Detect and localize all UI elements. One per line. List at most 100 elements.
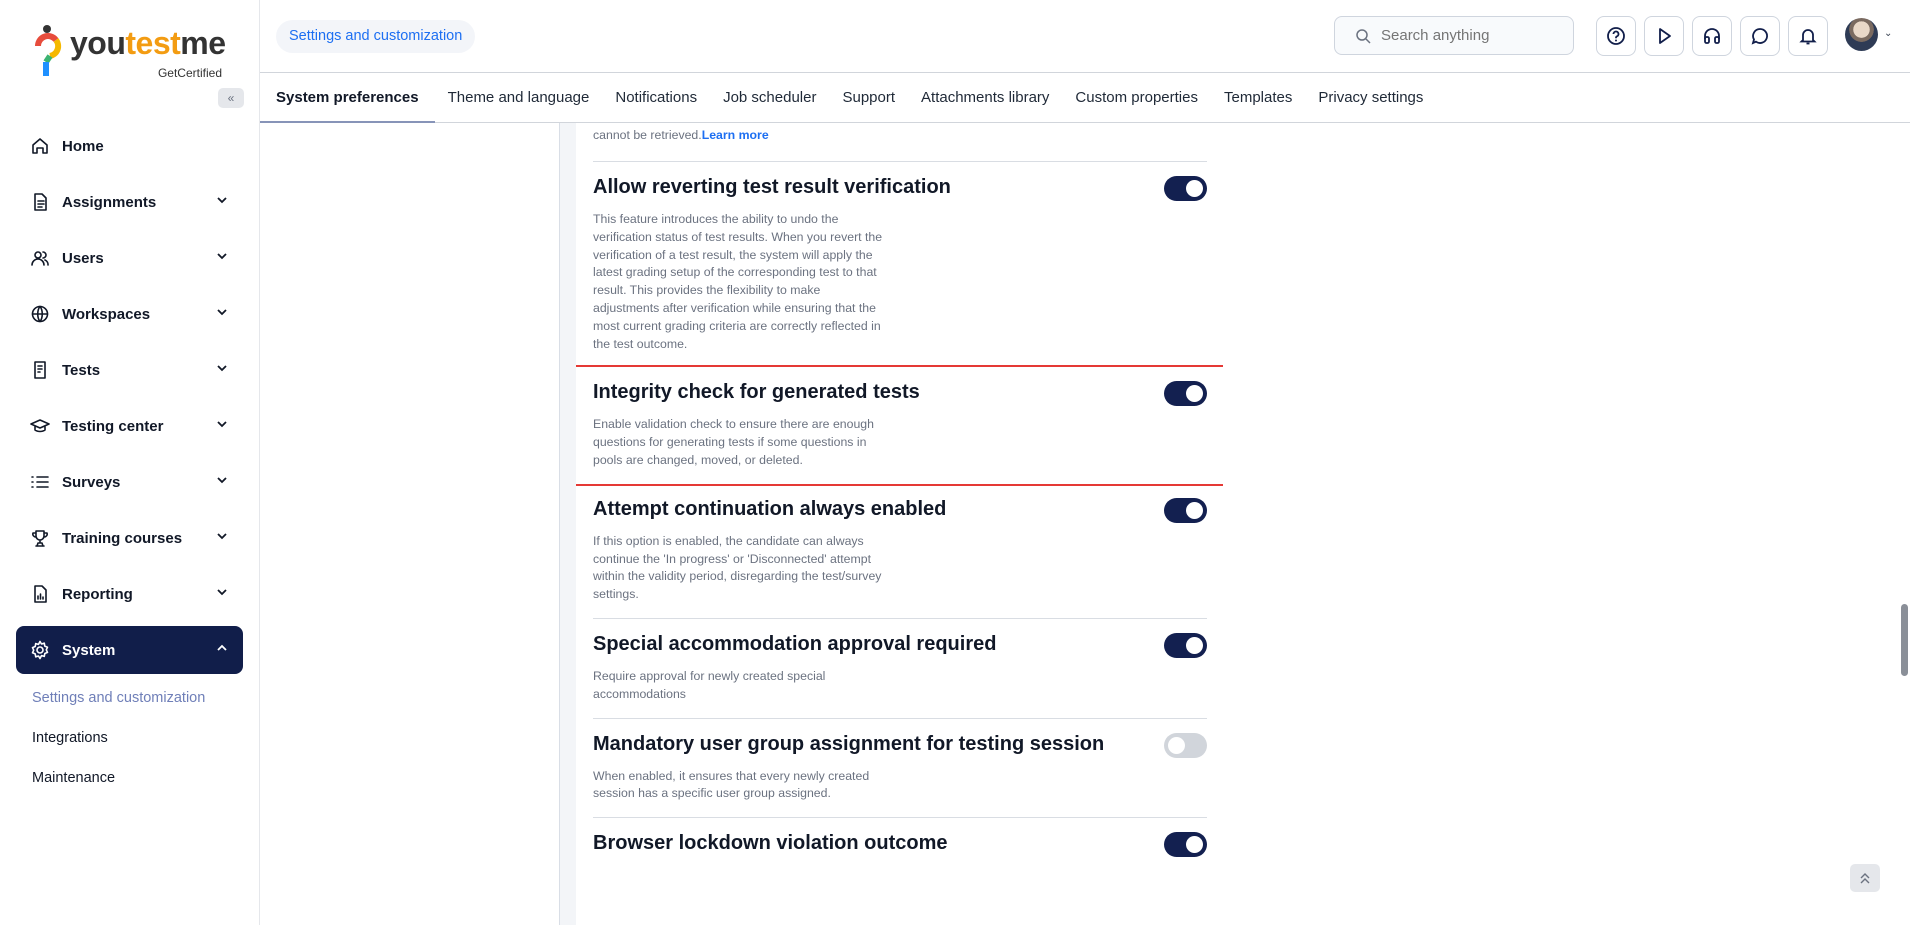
sidebar-item-workspaces[interactable]: Workspaces <box>16 286 243 342</box>
tab-attachments-library[interactable]: Attachments library <box>921 89 1050 106</box>
setting-title: Browser lockdown violation outcome <box>593 832 948 855</box>
divider <box>593 717 1207 719</box>
help-button[interactable] <box>1596 16 1636 56</box>
tab-support[interactable]: Support <box>842 89 896 106</box>
scrollbar[interactable] <box>1901 604 1908 676</box>
search-input[interactable] <box>1381 27 1561 44</box>
logo-part: test <box>125 25 181 61</box>
search-box[interactable] <box>1334 16 1574 55</box>
sidebar-item-label: Users <box>62 249 104 267</box>
setting-special-accommodation-approval-required: Special accommodation approval required … <box>576 619 1223 718</box>
document-icon <box>30 192 50 212</box>
setting-title: Mandatory user group assignment for test… <box>593 732 1105 755</box>
trophy-icon <box>30 528 50 548</box>
sidebar-nav: Home Assignments Users Workspaces Tests Testi… <box>16 118 243 798</box>
scroll-to-top-button[interactable] <box>1850 864 1880 892</box>
tab-system-preferences[interactable]: System preferences <box>260 73 435 123</box>
setting-description: Enable validation check to ensure there … <box>593 417 874 467</box>
graduation-cap-icon <box>30 416 50 436</box>
setting-toggle[interactable] <box>1164 632 1207 658</box>
setting-browser-lockdown-violation-outcome: Browser lockdown violation outcome <box>576 818 1223 858</box>
users-icon <box>30 248 50 268</box>
gear-icon <box>30 640 50 660</box>
setting-description: When enabled, it ensures that every newl… <box>593 768 870 801</box>
chevron-up-icon <box>215 641 229 659</box>
sidebar-item-reporting[interactable]: Reporting <box>16 566 243 622</box>
sidebar-item-users[interactable]: Users <box>16 230 243 286</box>
collapse-sidebar-button[interactable]: « <box>218 88 244 108</box>
sidebar-subitem-settings-and-customization[interactable]: Settings and customization <box>32 690 206 706</box>
notifications-button[interactable] <box>1788 16 1828 56</box>
divider <box>593 817 1207 819</box>
setting-title: Special accommodation approval required <box>593 632 997 655</box>
help-icon <box>1607 27 1625 45</box>
globe-icon <box>30 304 50 324</box>
logo-part: me <box>180 25 226 61</box>
setting-toggle[interactable] <box>1164 832 1207 858</box>
report-icon <box>30 584 50 604</box>
support-button[interactable] <box>1692 16 1732 56</box>
sidebar-item-label: Surveys <box>62 473 121 491</box>
setting-description: Require approval for newly created speci… <box>593 668 826 701</box>
logo-mark-icon <box>35 25 62 76</box>
setting-toggle[interactable] <box>1164 497 1207 523</box>
chevron-down-icon <box>215 585 229 603</box>
settings-panel: cannot be retrieved.Learn more Allow rev… <box>559 123 1223 925</box>
sidebar-item-tests[interactable]: Tests <box>16 342 243 398</box>
settings-card: cannot be retrieved.Learn more Allow rev… <box>576 123 1223 925</box>
play-button[interactable] <box>1644 16 1684 56</box>
tab-privacy-settings[interactable]: Privacy settings <box>1318 89 1424 106</box>
setting-title: Allow reverting test result verification <box>593 176 951 198</box>
logo[interactable]: youtestme GetCertified <box>34 24 234 84</box>
sidebar: youtestme GetCertified « Home Assignments… <box>0 0 260 925</box>
avatar[interactable] <box>1845 18 1878 51</box>
tab-theme-and-language[interactable]: Theme and language <box>447 89 590 106</box>
test-icon <box>30 360 50 380</box>
divider <box>593 617 1207 619</box>
tab-job-scheduler[interactable]: Job scheduler <box>723 89 817 106</box>
chevron-down-icon <box>215 417 229 435</box>
setting-description: If this option is enabled, the candidate… <box>593 533 882 602</box>
setting-title: Integrity check for generated tests <box>593 381 920 404</box>
setting-title: Attempt continuation always enabled <box>593 497 947 520</box>
list-icon <box>30 472 50 492</box>
sidebar-item-label: Workspaces <box>62 305 151 323</box>
headset-icon <box>1704 28 1720 44</box>
setting-toggle[interactable] <box>1164 381 1207 407</box>
chevron-down-icon <box>215 473 229 491</box>
sidebar-item-label: Assignments <box>62 193 157 211</box>
play-icon <box>1659 28 1671 44</box>
learn-more-link[interactable]: Learn more <box>701 128 769 142</box>
description-text: cannot be retrieved. <box>593 128 702 142</box>
logo-part: you <box>70 25 126 61</box>
setting-integrity-check-for-generated-tests: Integrity check for generated tests Enab… <box>576 365 1223 486</box>
sidebar-subitem-maintenance[interactable]: Maintenance <box>32 770 116 786</box>
home-icon <box>30 136 50 156</box>
chat-button[interactable] <box>1740 16 1780 56</box>
sidebar-item-home[interactable]: Home <box>16 118 243 174</box>
tab-notifications[interactable]: Notifications <box>615 89 698 106</box>
breadcrumb[interactable]: Settings and customization <box>276 20 476 53</box>
sidebar-item-label: Reporting <box>62 585 133 603</box>
previous-setting-description: cannot be retrieved.Learn more <box>576 123 1223 161</box>
sidebar-subitem-integrations[interactable]: Integrations <box>32 730 108 746</box>
setting-toggle[interactable] <box>1164 176 1207 201</box>
chevron-down-icon <box>215 361 229 379</box>
sidebar-item-training-courses[interactable]: Training courses <box>16 510 243 566</box>
tab-templates[interactable]: Templates <box>1223 89 1293 106</box>
chat-icon <box>1751 28 1768 45</box>
tab-custom-properties[interactable]: Custom properties <box>1075 89 1198 106</box>
chevron-down-icon <box>215 193 229 211</box>
sidebar-item-label: Training courses <box>62 529 183 547</box>
sidebar-item-assignments[interactable]: Assignments <box>16 174 243 230</box>
setting-mandatory-user-group-assignment-for-testing-session: Mandatory user group assignment for test… <box>576 719 1223 818</box>
chevron-down-icon[interactable]: ⌄ <box>1884 28 1893 39</box>
sidebar-item-system[interactable]: System <box>16 626 243 674</box>
logo-tagline: GetCertified <box>157 66 222 80</box>
sidebar-item-label: System <box>62 641 116 659</box>
sidebar-item-surveys[interactable]: Surveys <box>16 454 243 510</box>
header: Settings and customization ⌄ <box>260 0 1910 73</box>
sidebar-item-testing-center[interactable]: Testing center <box>16 398 243 454</box>
setting-attempt-continuation-always-enabled: Attempt continuation always enabled If t… <box>576 484 1223 618</box>
setting-toggle[interactable] <box>1164 732 1207 758</box>
